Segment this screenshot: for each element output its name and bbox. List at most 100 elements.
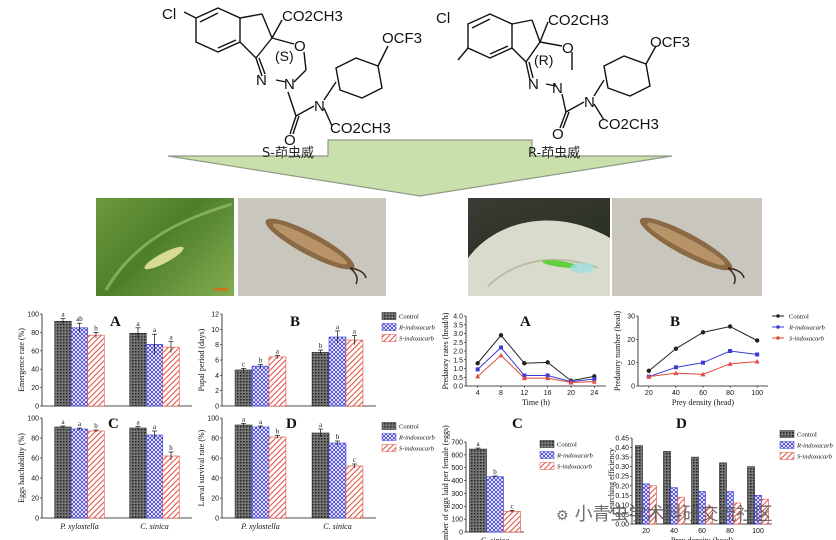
left-b-chart-ytick-label: 4 — [215, 373, 219, 380]
left-d-chart-ytick-label: 40 — [211, 476, 219, 483]
right-b-chart-ytick-label: 20 — [627, 337, 635, 344]
right-d-chart-xlabel: Prey density (head) — [671, 536, 734, 540]
left-b-chart-sig-letter: b — [319, 342, 323, 350]
left-d-chart-ylabel: Larval survival rate (%) — [197, 429, 206, 506]
right-a-chart-point — [498, 333, 504, 338]
right-c-chart-legend-swatch — [539, 451, 555, 459]
left-c-chart-ylabel: Eggs hatchability (%) — [17, 433, 26, 503]
left-c-chart-category-label: P. xylostella — [59, 522, 99, 531]
right-b-chart-point — [700, 330, 706, 335]
left-c-chart-bar — [145, 434, 164, 519]
right-a-chart-xtick-label: 24 — [590, 390, 598, 397]
right-c-chart-bar — [486, 476, 504, 533]
panel-letter-left-c: C — [108, 416, 119, 432]
right-a-chart-point — [522, 373, 527, 378]
right-a-chart-point — [591, 379, 597, 384]
left-d-chart-legend-label: Control — [399, 424, 419, 431]
left-b-chart-sig-letter: a — [276, 347, 280, 355]
left-d-chart-sig-letter: a — [319, 421, 323, 429]
right-a-chart-point — [499, 345, 503, 350]
panel-letter-right-c: C — [512, 416, 523, 432]
left-d-chart-sig-letter: c — [353, 456, 356, 464]
left-d-chart-ytick-label: 80 — [211, 436, 219, 443]
right-b-chart-legend-marker — [776, 325, 780, 329]
right-c-chart-sig-letter: b — [493, 468, 497, 476]
right-d-chart-legend-swatch — [779, 452, 795, 460]
cl-label-r: Cl — [436, 10, 451, 27]
left-b-chart-legend-label: S-indoxacarb — [399, 336, 435, 343]
right-b-chart-xtick-label: 80 — [726, 390, 734, 397]
left-c-chart-ytick-label: 40 — [31, 476, 39, 483]
left-c-chart-ytick-label: 100 — [27, 416, 39, 423]
stereo-s-label: (S) — [275, 48, 294, 64]
right-b-chart-point — [727, 324, 733, 329]
ocf3-label-r: OCF3 — [650, 34, 691, 51]
right-b-chart-point — [754, 338, 760, 343]
right-b-chart-legend-label: S-indoxacarb — [789, 336, 825, 343]
left-d-chart-bar — [268, 436, 287, 519]
right-a-chart-xtick-label: 8 — [499, 390, 503, 397]
left-d-chart-legend-label: S-indoxacarb — [399, 446, 435, 453]
left-b-chart-bar — [251, 365, 270, 407]
left-c-chart-ytick-label: 20 — [31, 496, 39, 503]
arrow-label-s: S-茚虫威 — [262, 146, 314, 161]
ocf3-label: OCF3 — [382, 30, 423, 47]
right-c-chart-bar — [469, 448, 487, 533]
left-b-chart-legend-label: R-indoxacarb — [398, 325, 435, 332]
left-d-chart-sig-letter: b — [276, 428, 280, 436]
arrow-label-r: R-茚虫威 — [528, 146, 581, 161]
right-c-chart-legend-swatch — [539, 440, 555, 448]
n1-label-r: N — [528, 76, 539, 93]
right-a-chart-point — [545, 360, 550, 365]
right-a-chart-series-line — [477, 334, 595, 382]
right-a-chart-xtick-label: 4 — [476, 390, 480, 397]
right-d-chart-ytick-label: 0.40 — [615, 445, 629, 452]
right-a-chart-ytick-label: 1.0 — [453, 366, 463, 373]
stereo-r-label: (R) — [534, 52, 554, 68]
right-c-chart-legend-label: S-indoxacarb — [557, 464, 593, 471]
left-b-chart-ytick-label: 2 — [215, 388, 219, 395]
right-d-chart-ytick-label: 0.30 — [615, 464, 629, 471]
left-d-chart-ytick-label: 60 — [211, 456, 219, 463]
left-a-chart-ytick-label: 40 — [31, 367, 39, 374]
panel-letter-right-d: D — [676, 416, 687, 432]
ester-bottom-label: CO2CH3 — [330, 120, 391, 137]
right-a-chart-ytick-label: 4.0 — [453, 314, 463, 321]
left-b-chart-legend-swatch — [381, 334, 397, 342]
left-d-chart-legend-swatch — [381, 444, 397, 452]
right-d-chart-ytick-label: 0.15 — [615, 493, 629, 500]
n2-label-r: N — [552, 80, 563, 97]
left-d-chart-category-label: P. xylostella — [240, 522, 280, 531]
right-c-chart-ytick-label: 600 — [451, 452, 463, 459]
left-b-chart-ytick-label: 10 — [211, 327, 219, 334]
right-a-chart-point — [568, 380, 574, 385]
right-b-chart-point — [728, 349, 733, 353]
left-b-chart-bar — [345, 339, 364, 407]
carbonyl-o-label: O — [284, 132, 296, 149]
aphid-on-leaf-photo — [468, 198, 610, 296]
right-b-chart-xtick-label: 100 — [751, 390, 763, 397]
right-b-chart-point — [673, 365, 678, 370]
right-d-chart-ytick-label: 0.10 — [615, 502, 629, 509]
left-b-chart-bar — [234, 369, 253, 407]
right-c-chart-ytick-label: 100 — [451, 517, 463, 524]
left-c-chart-sig-letter: b — [94, 422, 98, 430]
right-b-chart-legend-label: Control — [789, 314, 809, 321]
right-a-chart-xtick-label: 16 — [544, 390, 552, 397]
left-c-chart-sig-letter: a — [78, 420, 82, 428]
panel-letter-right-a: A — [520, 314, 531, 330]
right-c-chart-ytick-label: 0 — [459, 530, 463, 537]
right-d-chart-ytick-label: 0.20 — [615, 483, 629, 490]
left-b-chart-sig-letter: a — [353, 327, 357, 335]
left-d-chart-bar — [251, 426, 270, 519]
left-d-chart-sig-letter: a — [242, 416, 246, 424]
right-b-chart-legend-marker — [776, 336, 780, 340]
right-b-chart-ytick-label: 10 — [627, 360, 635, 367]
right-a-chart-ylabel: Predatory rates (head/h) — [441, 312, 450, 389]
right-c-chart-category-label: C. sinica — [481, 536, 509, 540]
right-c-chart-legend-swatch — [539, 462, 555, 470]
left-c-chart-sig-letter: a — [136, 419, 140, 427]
left-b-chart-bar — [328, 336, 347, 407]
left-b-chart-sig-letter: b — [259, 357, 263, 365]
left-d-chart-sig-letter: b — [336, 433, 340, 441]
